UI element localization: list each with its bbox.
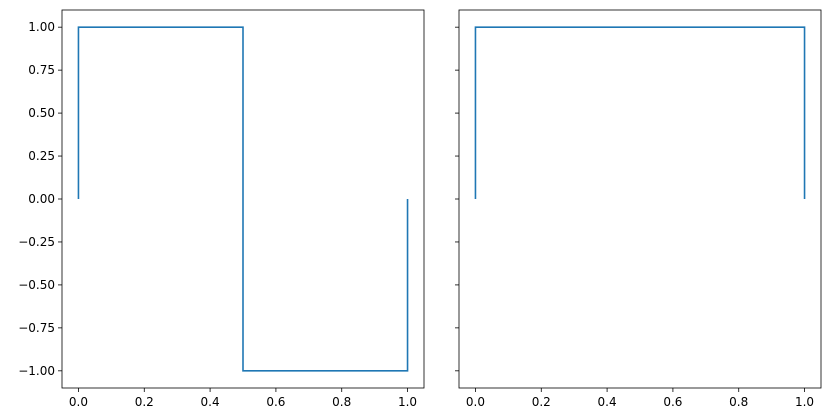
y-tick-label: −0.75: [18, 321, 55, 335]
x-tick-label: 0.4: [598, 395, 617, 409]
data-line: [77, 26, 409, 372]
y-tick-label: −0.50: [18, 278, 55, 292]
axes-frame: [458, 9, 822, 389]
x-tick-label: 0.4: [201, 395, 220, 409]
x-tick-label: 1.0: [398, 395, 417, 409]
y-tick-label: 0.50: [28, 106, 55, 120]
y-tick-label: 0.75: [28, 63, 55, 77]
x-tick-label: 0.0: [69, 395, 88, 409]
x-tick-label: 0.0: [466, 395, 485, 409]
y-tick-label: 0.00: [28, 192, 55, 206]
y-tick-label: 0.25: [28, 149, 55, 163]
x-tick-label: 1.0: [795, 395, 814, 409]
y-tick-label: 1.00: [28, 20, 55, 34]
x-tick-label: 0.2: [532, 395, 551, 409]
x-tick-label: 0.6: [266, 395, 285, 409]
y-tick-label: −0.25: [18, 235, 55, 249]
x-tick-label: 0.8: [332, 395, 351, 409]
x-tick-label: 0.6: [663, 395, 682, 409]
data-line: [474, 26, 806, 199]
y-tick-label: −1.00: [18, 364, 55, 378]
x-tick-label: 0.8: [729, 395, 748, 409]
x-tick-label: 0.2: [135, 395, 154, 409]
